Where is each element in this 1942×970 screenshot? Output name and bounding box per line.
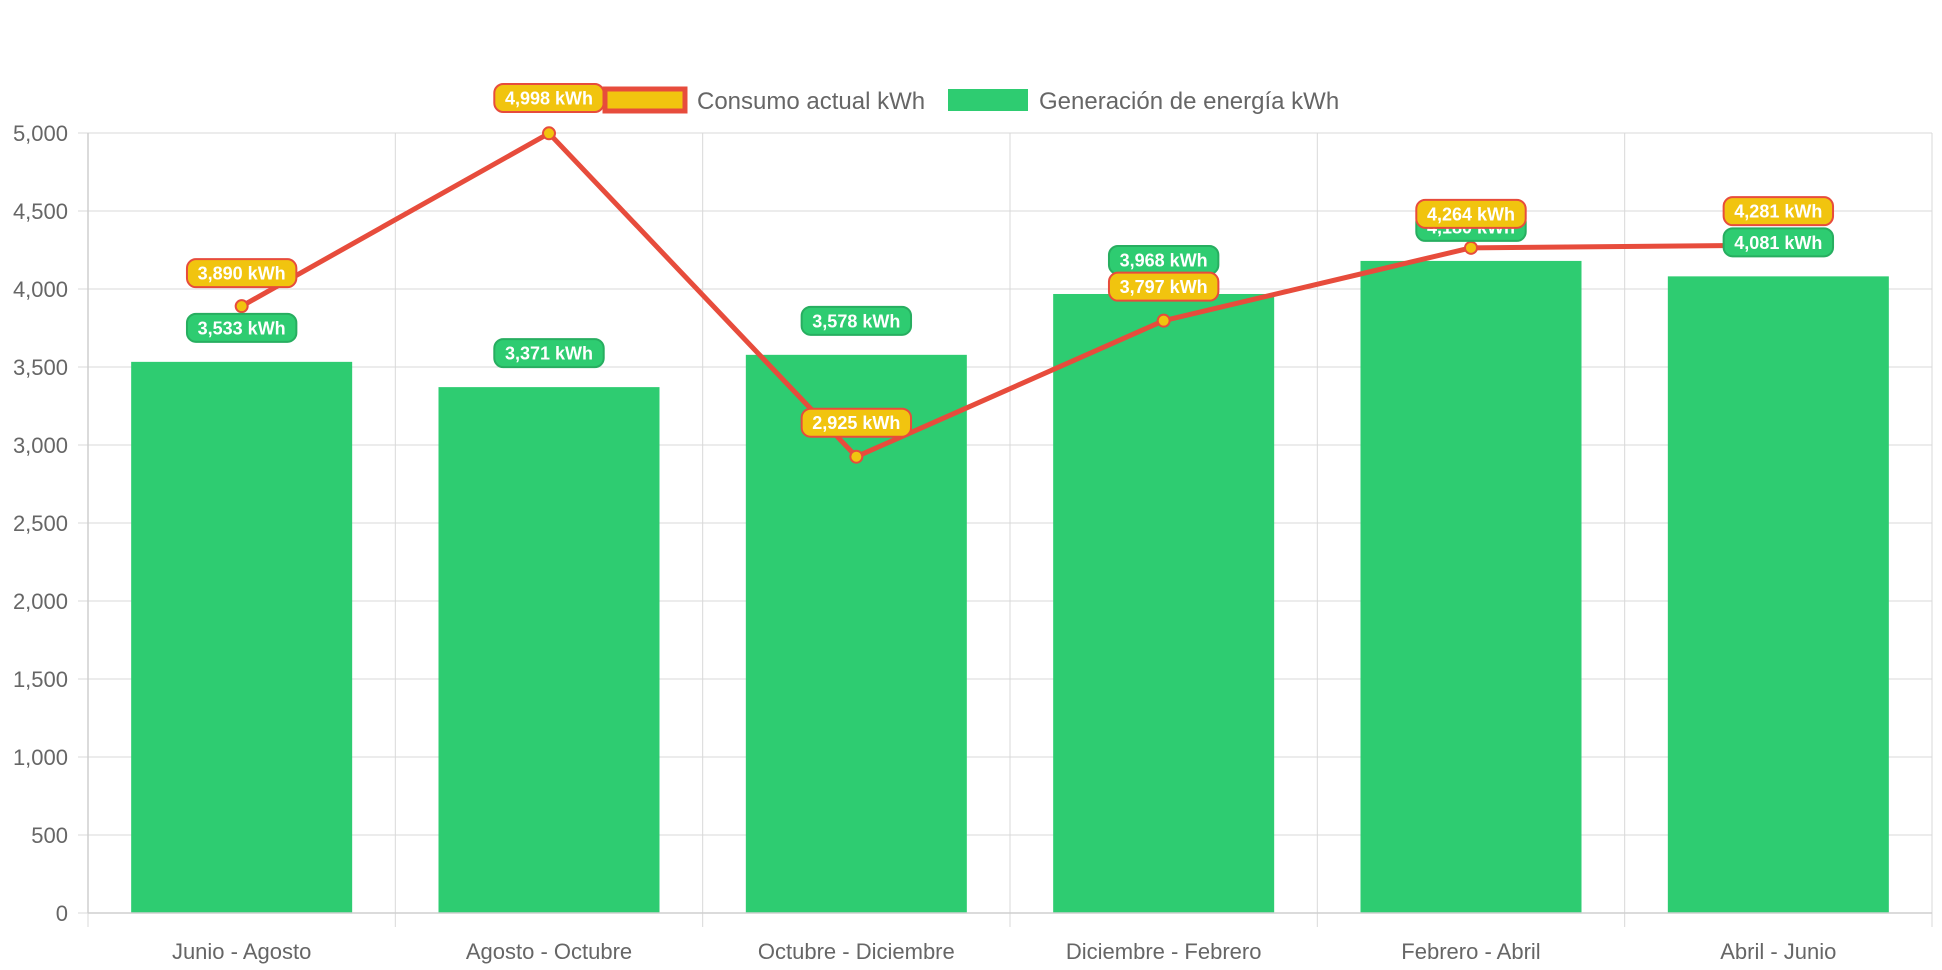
y-tick-label: 500 [31, 823, 68, 848]
axes: 0 500 1,000 1,500 2,000 2,500 3,000 3,500 4,000 4… [13, 121, 1932, 964]
bar-data-label-bg [185, 312, 298, 343]
y-tick-label: 4,500 [13, 199, 68, 224]
line-data-label-bg [1722, 196, 1835, 227]
bar-data-label: 4,081 kWh [1722, 227, 1835, 258]
legend-swatch-generacion [948, 89, 1028, 111]
legend-swatch-consumo [602, 86, 688, 114]
bar-generacion [131, 361, 353, 913]
x-tick-label: Diciembre - Febrero [1066, 939, 1262, 964]
line-data-label-text: 3,797 kWh [1120, 277, 1208, 297]
legend: Consumo actual kWh Generación de energía … [602, 86, 1339, 115]
bar-data-label: 3,533 kWh [185, 312, 298, 343]
bar-data-label: 3,371 kWh [493, 338, 605, 369]
line-consumo [240, 130, 1779, 460]
bars [131, 260, 1889, 913]
line-series [234, 126, 1786, 464]
line-data-label-text: 3,890 kWh [198, 264, 286, 284]
y-tick-label: 2,000 [13, 589, 68, 614]
bar-generacion [1360, 260, 1582, 913]
bar-data-label-text: 3,578 kWh [812, 311, 900, 331]
legend-item-generacion[interactable]: Generación de energía kWh [948, 88, 1339, 115]
y-tick-label: 1,000 [13, 745, 68, 770]
y-tick-label: 3,000 [13, 433, 68, 458]
x-tick-label: Agosto - Octubre [466, 939, 632, 964]
line-data-label-text: 4,281 kWh [1734, 202, 1822, 222]
bar-data-label-bg [1722, 227, 1835, 258]
grid [87, 132, 1933, 927]
bar-generacion [1667, 276, 1889, 913]
bar-generacion [745, 354, 967, 913]
y-tick-label: 4,000 [13, 277, 68, 302]
x-tick-label: Febrero - Abril [1401, 939, 1540, 964]
x-tick-label: Junio - Agosto [172, 939, 311, 964]
legend-label-consumo: Consumo actual kWh [697, 88, 925, 115]
bar-data-label-text: 3,968 kWh [1120, 250, 1208, 270]
bar-data-label-text: 4,081 kWh [1734, 233, 1822, 253]
y-tick-label: 2,500 [13, 511, 68, 536]
x-tick-label: Abril - Junio [1720, 939, 1836, 964]
line-data-label: 4,264 kWh [1415, 198, 1527, 229]
x-tick-label: Octubre - Diciembre [758, 939, 955, 964]
point-consumo [542, 126, 556, 141]
line-data-label: 2,925 kWh [800, 407, 913, 438]
y-tick-label: 0 [56, 901, 68, 926]
legend-item-consumo[interactable]: Consumo actual kWh [602, 86, 925, 115]
bar-generacion [1053, 293, 1275, 913]
line-data-label-text: 4,264 kWh [1427, 204, 1515, 224]
bar-generacion [438, 387, 660, 913]
line-data-label-bg [800, 407, 913, 438]
line-data-label-bg [185, 258, 298, 289]
line-data-label-text: 2,925 kWh [812, 413, 900, 433]
bar-data-label-bg [493, 338, 605, 369]
bar-data-label: 3,968 kWh [1107, 244, 1220, 275]
bar-data-label-bg [800, 305, 913, 336]
point-consumo [849, 449, 864, 464]
bar-data-label: 3,578 kWh [800, 305, 913, 336]
line-data-label: 3,797 kWh [1107, 271, 1220, 302]
bar-data-label-text: 3,533 kWh [198, 318, 286, 338]
point-consumo [234, 299, 249, 314]
line-data-label: 4,998 kWh [493, 83, 605, 113]
line-data-label-bg [1107, 271, 1220, 302]
y-tick-label: 1,500 [13, 667, 68, 692]
line-data-label-bg [1415, 198, 1527, 229]
line-data-label-text: 4,998 kWh [505, 89, 593, 109]
y-tick-label: 3,500 [13, 355, 68, 380]
line-data-label: 3,890 kWh [185, 258, 298, 289]
point-consumo [1156, 313, 1171, 328]
bar-data-label-text: 3,371 kWh [505, 344, 593, 364]
y-tick-label: 5,000 [13, 121, 68, 146]
point-consumo [1464, 240, 1478, 255]
line-data-label: 4,281 kWh [1722, 196, 1835, 227]
legend-label-generacion: Generación de energía kWh [1039, 88, 1339, 115]
